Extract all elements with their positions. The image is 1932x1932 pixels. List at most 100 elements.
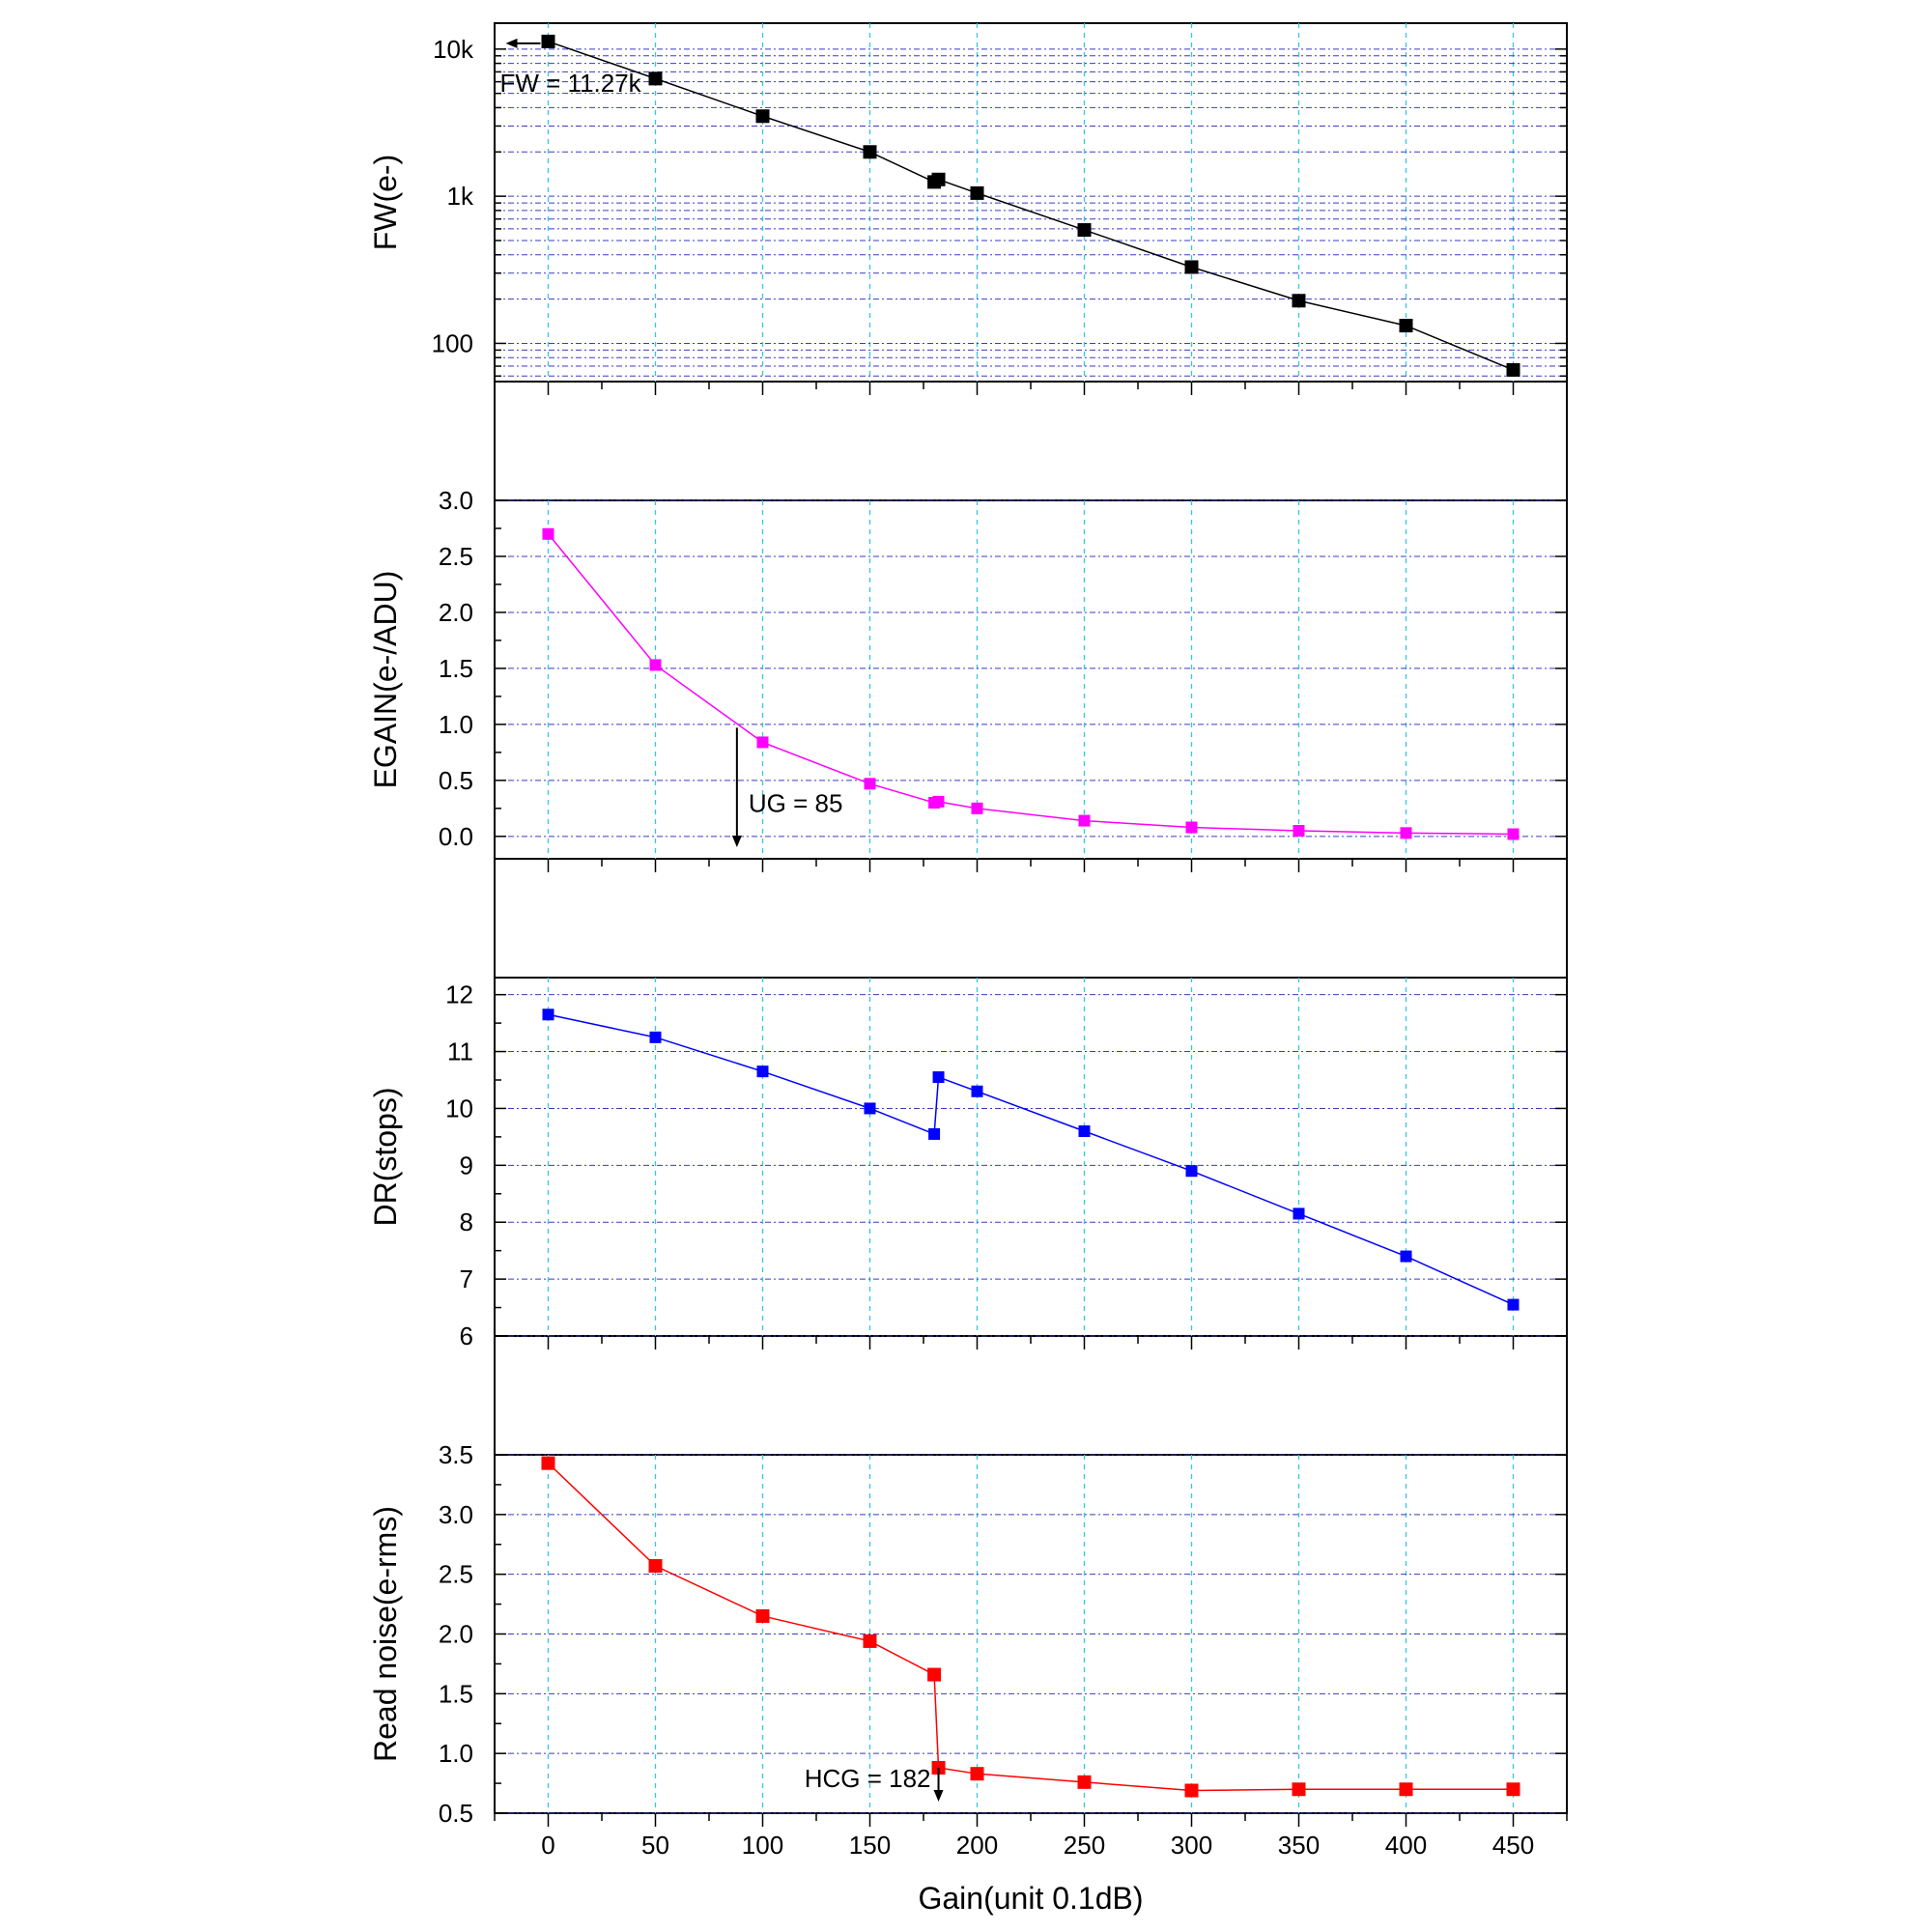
data-point [755, 1608, 770, 1623]
y-tick-label: 2.5 [439, 542, 473, 571]
data-point [1078, 814, 1091, 827]
y-axis-title: EGAIN(e-/ADU) [368, 571, 403, 789]
y-tick-label: 11 [447, 1037, 473, 1066]
panel-egain: 0.0 0.5 1.0 1.5 2.0 2.5 3.0 EGAIN(e-/ADU) UG = 8… [368, 486, 1567, 859]
series-line [547, 533, 1514, 836]
y-tick-label: 2.5 [439, 1560, 473, 1589]
panel-frame [494, 499, 1568, 860]
y-tick-label: 8 [460, 1208, 473, 1236]
x-tick-label: 300 [1171, 1831, 1212, 1860]
y-tick-label: 7 [460, 1264, 473, 1293]
data-point [542, 1009, 554, 1021]
data-point [541, 1456, 555, 1470]
data-point [1507, 828, 1520, 840]
data-point [971, 1085, 983, 1097]
data-point [649, 1031, 662, 1043]
panel-frame [494, 1335, 1568, 1456]
data-point [1185, 1165, 1198, 1178]
y-tick-label: 10k [433, 35, 474, 64]
data-point [1184, 260, 1199, 274]
data-point [1400, 827, 1412, 839]
data-point [970, 1767, 984, 1781]
data-point [1293, 825, 1305, 838]
data-point [1293, 1208, 1305, 1220]
data-point [755, 109, 770, 124]
data-point [648, 71, 663, 86]
panel-frame [494, 381, 1568, 501]
data-point [648, 1559, 663, 1574]
data-point [542, 527, 554, 540]
data-point [863, 1634, 877, 1648]
x-axis-title: Gain(unit 0.1dB) [918, 1881, 1143, 1916]
data-point [1400, 1250, 1412, 1263]
data-point [1506, 1782, 1520, 1797]
data-point [1506, 362, 1520, 377]
y-tick-label: 1.5 [439, 1679, 473, 1708]
data-point [541, 34, 555, 48]
y-tick-label: 1.0 [439, 1739, 473, 1768]
data-point [970, 185, 984, 200]
annotation-label: HCG = 182 [805, 1764, 931, 1793]
y-tick-label: 0.0 [439, 822, 473, 851]
data-point [756, 1065, 769, 1078]
x-tick-label: 0 [541, 1831, 554, 1860]
y-tick-label: 3.5 [439, 1440, 473, 1469]
x-tick-label: 100 [742, 1831, 783, 1860]
y-tick-label: 10 [445, 1094, 473, 1122]
x-tick-label: 200 [956, 1831, 998, 1860]
data-point [932, 795, 945, 808]
x-tick-label: 350 [1278, 1831, 1320, 1860]
data-point [971, 802, 983, 814]
annotation-arrowhead [933, 1790, 944, 1802]
y-tick-label: 6 [460, 1321, 473, 1350]
y-axis-title: FW(e-) [368, 155, 403, 251]
panel-rn: 0.5 1.0 1.5 2.0 2.5 3.0 3.5 Read noise(e-rms) HC… [368, 1440, 1567, 1828]
data-point [649, 659, 662, 671]
data-point [1185, 821, 1198, 834]
data-point [932, 1071, 945, 1084]
series-line [548, 1013, 1514, 1306]
y-axis-title: DR(stops) [368, 1087, 403, 1226]
annotation-label: FW = 11.27k [500, 69, 642, 98]
y-tick-label: 100 [432, 328, 473, 357]
series-line [548, 41, 1514, 371]
annotation-arrowhead [731, 836, 742, 847]
series-line [547, 1463, 1514, 1792]
x-tick-label: 150 [849, 1831, 891, 1860]
y-tick-label: 1.5 [439, 654, 473, 683]
x-tick-label: 400 [1385, 1831, 1427, 1860]
data-point [927, 1667, 942, 1682]
y-tick-label: 2.0 [439, 1620, 473, 1649]
data-point [1077, 223, 1092, 238]
data-point [1292, 294, 1306, 308]
x-tick-label: 250 [1064, 1831, 1105, 1860]
y-tick-label: 2.0 [439, 598, 473, 627]
y-tick-label: 0.5 [439, 766, 473, 795]
x-tick-label: 50 [641, 1831, 669, 1860]
panel-frame [494, 977, 1568, 1337]
y-tick-label: 12 [445, 980, 473, 1009]
data-point [864, 1102, 876, 1115]
data-point [1292, 1782, 1306, 1797]
y-tick-label: 9 [460, 1151, 473, 1179]
data-point [1077, 1775, 1092, 1789]
data-point [931, 172, 946, 186]
annotation-label: UG = 85 [749, 788, 843, 817]
data-point [863, 145, 877, 159]
data-point [1507, 1298, 1520, 1311]
panel-dr: 6 7 8 9 10 11 12 DR(stops) [368, 978, 1567, 1350]
data-point [928, 1127, 941, 1140]
panel-fw: 100 1k 10k FW(e-) FW = 11.27k [368, 23, 1567, 382]
x-tick-label: 450 [1492, 1831, 1534, 1860]
data-point [1399, 319, 1413, 333]
y-axis-title: Read noise(e-rms) [368, 1506, 403, 1762]
y-tick-label: 1.0 [439, 710, 473, 739]
data-point [1399, 1782, 1413, 1797]
annotation-arrowhead [505, 38, 518, 48]
y-tick-label: 3.0 [439, 1500, 473, 1529]
data-point [1078, 1125, 1091, 1137]
data-point [756, 736, 769, 749]
data-point [864, 778, 876, 790]
